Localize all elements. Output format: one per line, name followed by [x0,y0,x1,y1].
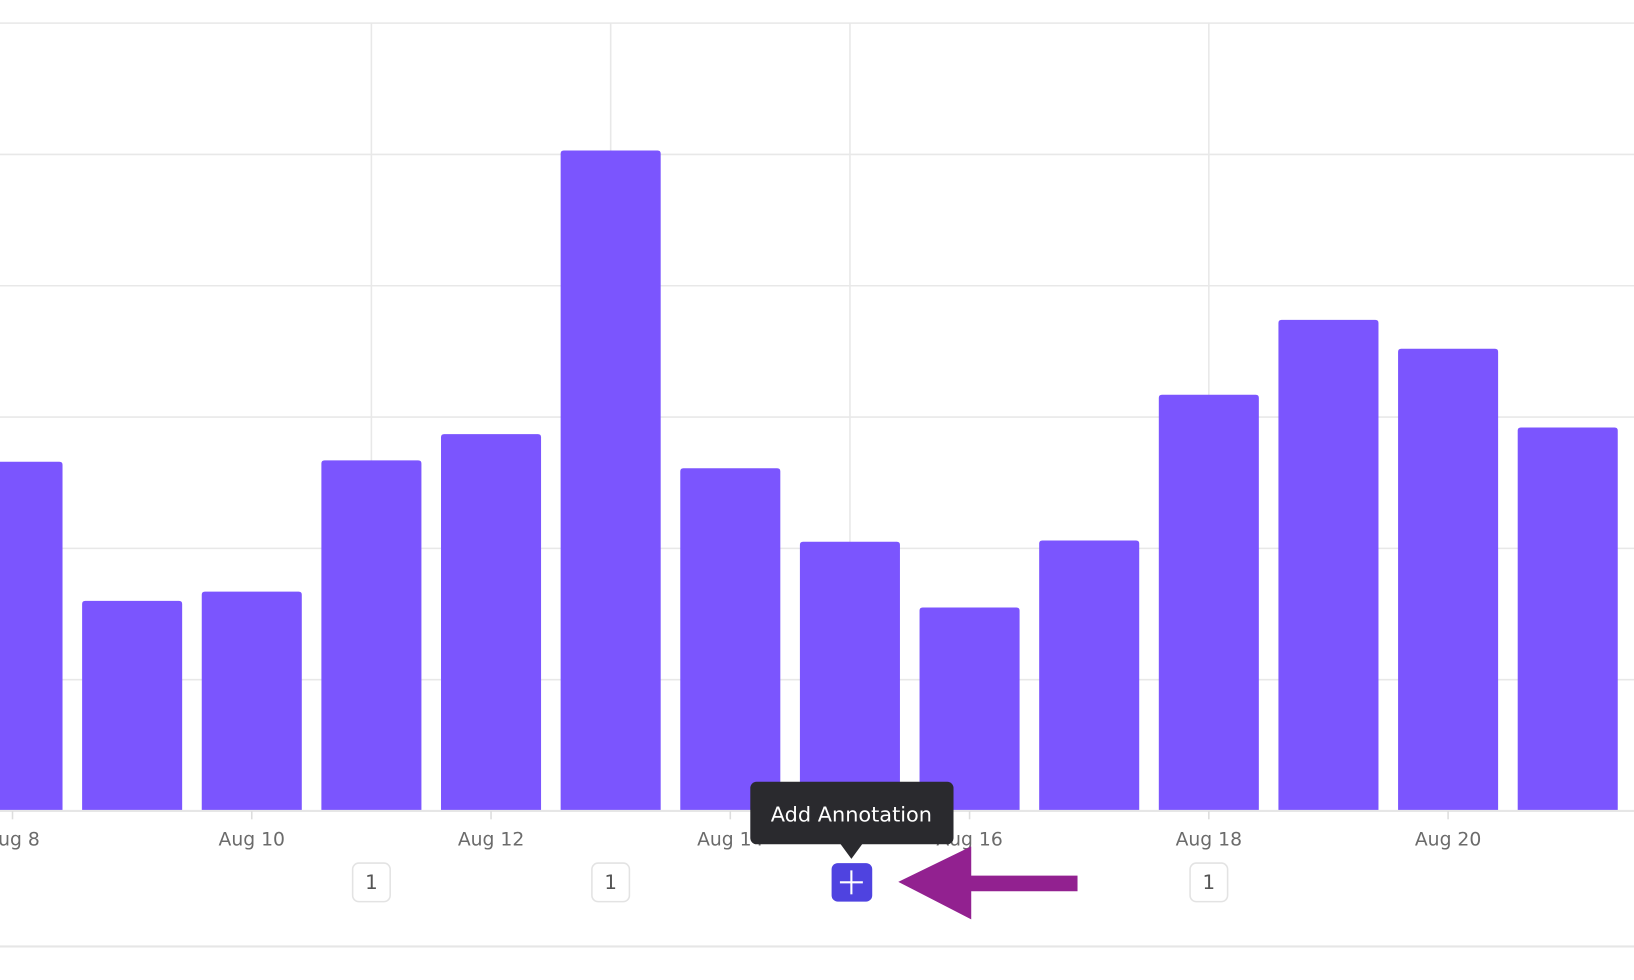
annotation-count: 1 [365,871,378,894]
bar-aug-10[interactable] [201,591,302,811]
bar-aug-13[interactable] [560,150,661,811]
x-tick-label: Aug 18 [1176,829,1242,850]
bar-aug-12[interactable] [441,434,542,811]
bar-aug-15[interactable] [799,541,900,811]
bar-aug-8[interactable] [0,461,63,811]
annotation-marker[interactable]: 1 [1189,862,1229,903]
bars [0,150,1618,811]
annotation-marker[interactable]: 1 [591,862,631,903]
bar-aug-18[interactable] [1158,394,1259,811]
arrow-left-icon [898,846,1078,920]
bar-aug-16[interactable] [919,607,1020,811]
annotation-markers: 1 1 1 [351,862,1229,903]
annotation-marker[interactable]: 1 [351,862,391,903]
tooltip-text: Add Annotation [771,802,932,826]
x-tick-label: Aug 8 [0,829,40,850]
bar-aug-17[interactable] [1039,540,1140,811]
annotation-count: 1 [604,871,617,894]
plus-icon [839,870,863,895]
bar-aug-21[interactable] [1517,427,1618,811]
x-tick-label: Aug 10 [219,829,285,850]
add-annotation-button[interactable] [831,863,873,902]
x-tick-label: Aug 14 [697,829,763,850]
bar-aug-9[interactable] [82,600,183,811]
annotation-count: 1 [1203,871,1216,894]
x-tick-label: Aug 20 [1415,829,1481,850]
add-annotation-tooltip: Add Annotation [750,781,954,859]
x-tick-label: Aug 12 [458,829,524,850]
bar-aug-14[interactable] [680,468,781,811]
bar-aug-11[interactable] [321,460,422,811]
bar-aug-19[interactable] [1278,319,1379,811]
bar-aug-20[interactable] [1398,348,1499,811]
